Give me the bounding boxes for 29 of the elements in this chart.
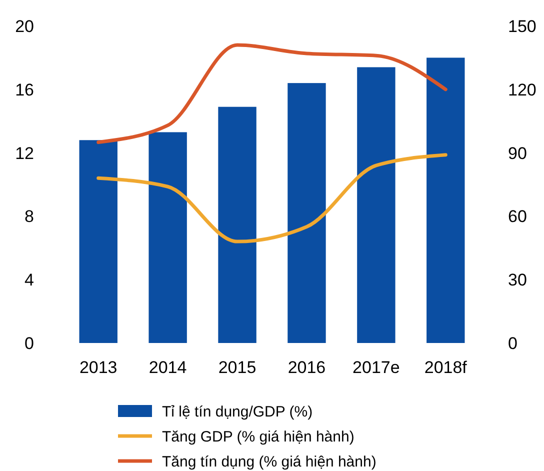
line-series (96, 153, 448, 244)
y2-tick-label: 120 (508, 80, 536, 100)
y-tick-label: 8 (24, 207, 34, 226)
y-tick-label: 0 (24, 334, 34, 353)
y2-tick-label: 60 (508, 207, 527, 226)
y-tick-label: 4 (24, 270, 34, 290)
bar (426, 58, 465, 343)
x-tick-label: 2015 (218, 358, 256, 377)
x-tick-label: 2014 (148, 358, 187, 377)
x-tick-label: 2016 (288, 358, 326, 377)
x-tick-label: 2017e (352, 358, 400, 377)
legend-label: Tăng GDP (% giá hiện hành) (162, 428, 354, 446)
y2-tick-label: 90 (508, 144, 527, 163)
y-tick-label: 16 (15, 80, 34, 100)
y2-tick-label: 0 (508, 334, 518, 353)
bar (148, 132, 187, 343)
x-tick-label: 2013 (79, 358, 118, 377)
bar (357, 67, 396, 343)
y2-tick-label: 30 (508, 270, 527, 290)
y-tick-label: 12 (15, 144, 34, 163)
bar (218, 106, 256, 343)
x-tick-label: 2018f (424, 358, 468, 377)
y-tick-label: 20 (15, 16, 34, 36)
line-series (96, 43, 448, 144)
y2-tick-label: 150 (508, 16, 536, 36)
legend-label: Tăng tín dụng (% giá hiện hành) (162, 453, 376, 470)
bar (79, 140, 118, 343)
bar (288, 83, 326, 343)
legend-label: Tỉ lệ tín dụng/GDP (%) (162, 403, 313, 420)
